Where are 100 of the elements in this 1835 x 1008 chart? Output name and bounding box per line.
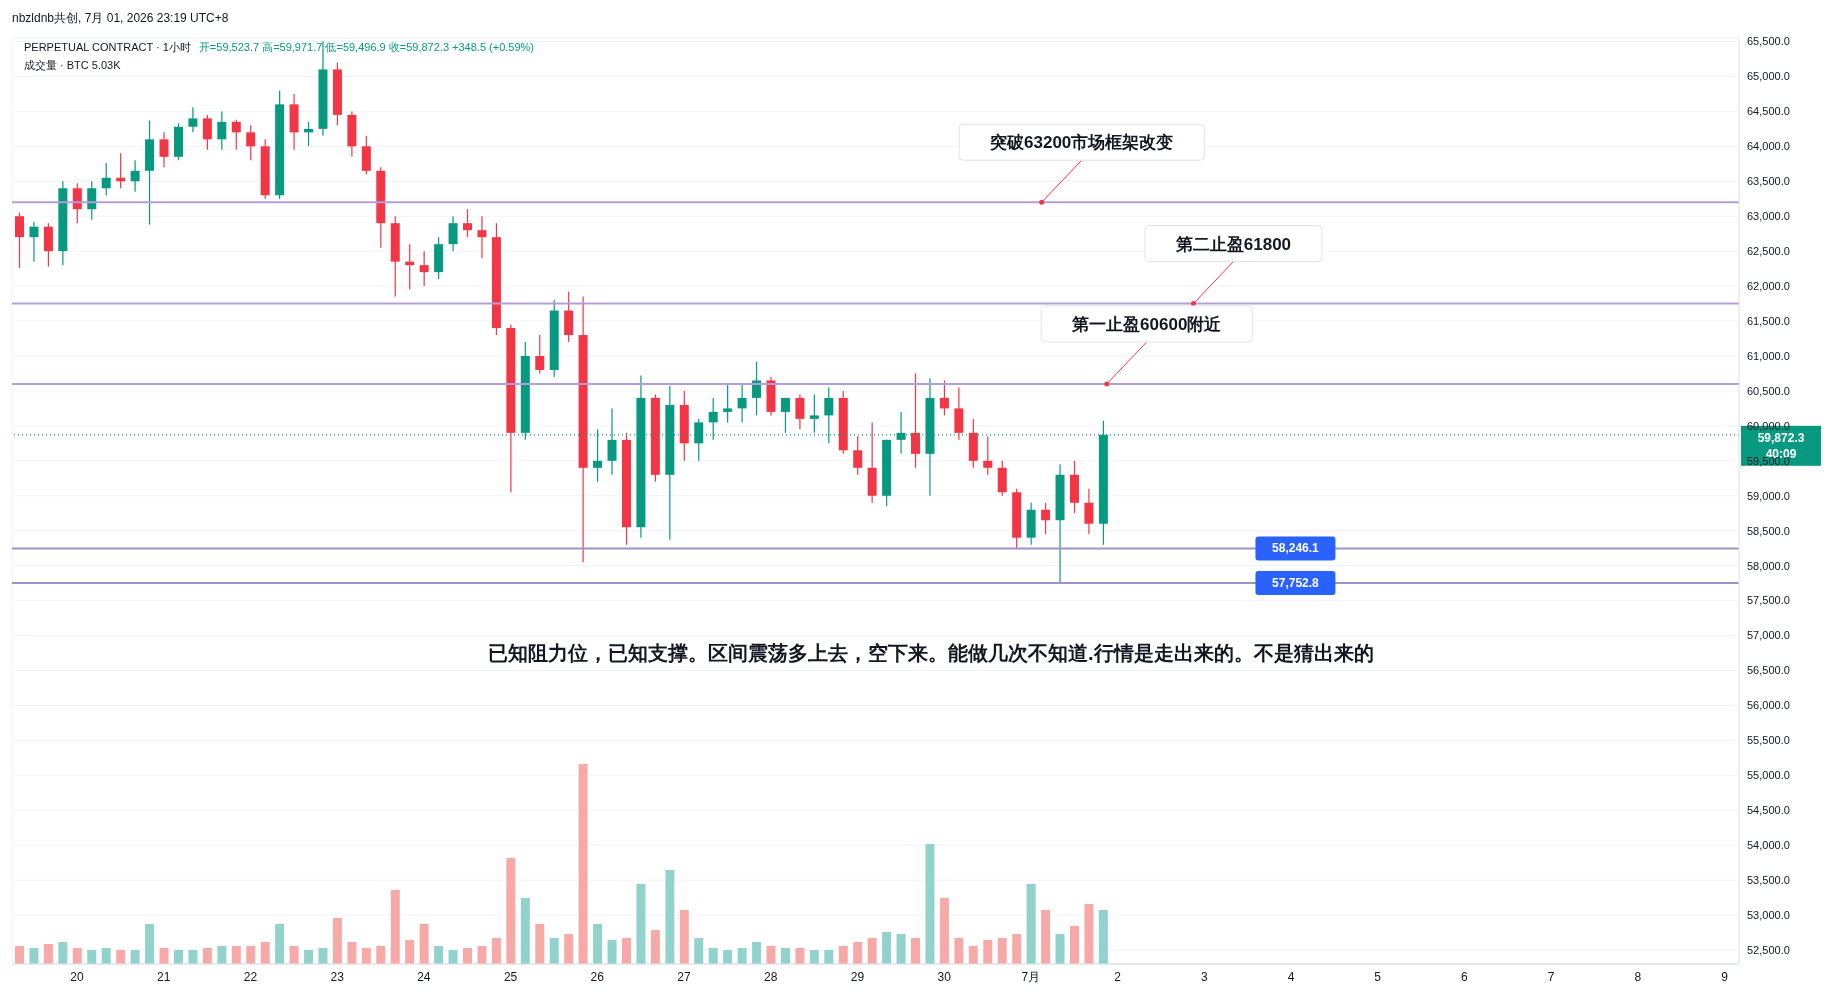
candlestick: [939, 379, 949, 416]
x-tick-label: 8: [1634, 969, 1642, 984]
x-tick-label: 24: [417, 969, 431, 984]
candlestick: [983, 435, 993, 476]
bar: [954, 938, 964, 964]
bar: [405, 940, 415, 964]
y-tick-label: 55,500.0: [1747, 734, 1790, 747]
candlestick: [159, 131, 169, 168]
candlestick: [535, 334, 545, 375]
y-tick-label: 52,500.0: [1747, 943, 1790, 956]
text: nbzldnb共创, 7月 01, 2026 23:19 UTC+8: [12, 10, 229, 27]
candlestick: [29, 221, 39, 263]
annotation: 开=59,523.7 高=59,971.7 低=59,496.9 收=59,872.3 +348.5 (+0.59%): [198, 41, 534, 53]
y-tick-label: 55,000.0: [1747, 769, 1790, 782]
y-tick-label: 53,500.0: [1747, 874, 1790, 887]
bar: [853, 942, 863, 964]
bar: [1026, 884, 1036, 964]
bar: [723, 950, 733, 964]
x-tick-label: 20: [70, 969, 85, 984]
bar: [1041, 910, 1051, 964]
bar: [968, 946, 978, 964]
y-tick-label: 57,500.0: [1747, 594, 1790, 607]
bar: [491, 938, 501, 964]
bar: [708, 948, 718, 964]
x-tick-label: 4: [1287, 969, 1295, 984]
candlestick: [737, 383, 747, 423]
bar: [390, 890, 400, 964]
y-tick-label: 60,000.0: [1747, 419, 1790, 432]
x-tick-label: 21: [157, 969, 171, 984]
candlestick: [752, 360, 762, 416]
bar: [275, 924, 285, 964]
x-tick-label: 22: [243, 969, 258, 984]
bar: [780, 948, 790, 964]
bar: [188, 950, 198, 964]
candlestick: [1041, 502, 1051, 535]
bar: [824, 950, 834, 964]
bar: [636, 884, 646, 964]
annotation: 已知阻力位，已知支撑。区间震荡多上去，空下来。能做几次不知道.行情是走出来的。不是猜出来的: [488, 641, 1374, 666]
bar: [607, 940, 617, 964]
bar: [867, 938, 877, 964]
y-tick-label: 54,500.0: [1747, 804, 1790, 817]
ref-line-label: 58,246.1: [1272, 541, 1320, 556]
bar: [332, 918, 342, 964]
bar: [101, 948, 111, 964]
bar: [145, 924, 155, 964]
chart-title: PERPETUAL CONTRACT · 1小时: [24, 41, 191, 53]
bar: [448, 950, 458, 964]
annotation: 第二止盈61800: [1174, 234, 1292, 254]
bar: [477, 946, 487, 964]
bar: [766, 946, 776, 964]
bar: [159, 948, 169, 964]
x-tick-label: 29: [850, 969, 865, 984]
x-tick-label: 30: [937, 969, 952, 984]
candlestick: [780, 397, 790, 434]
x-tick-label: 2: [1114, 969, 1122, 984]
bar: [347, 942, 357, 964]
x-tick-label: 27: [677, 969, 692, 984]
y-tick-label: 62,000.0: [1747, 280, 1790, 292]
y-tick-label: 65,500.0: [1747, 35, 1790, 48]
y-tick-label: 64,500.0: [1747, 105, 1790, 118]
bar: [997, 938, 1007, 964]
bar: [376, 946, 386, 964]
y-tick-label: 57,000.0: [1747, 629, 1790, 642]
ref-line-label: 57,752.8: [1272, 575, 1320, 590]
candlestick: [87, 180, 97, 221]
bar: [1055, 934, 1065, 964]
bar: [752, 942, 762, 964]
bar: [694, 938, 704, 964]
bar: [506, 858, 516, 964]
bar: [1084, 904, 1094, 964]
bar: [116, 950, 126, 964]
x-tick-label: 23: [330, 969, 345, 984]
bar: [679, 910, 689, 964]
y-tick-label: 63,000.0: [1747, 210, 1790, 223]
bar: [217, 946, 227, 964]
x-tick-label: 7月: [1021, 969, 1041, 984]
bar: [838, 946, 848, 964]
bar: [795, 948, 805, 964]
bar: [130, 950, 140, 964]
bar: [58, 942, 68, 964]
candlestick: [188, 106, 198, 133]
bar: [289, 946, 299, 964]
x-tick-label: 25: [503, 969, 518, 984]
candlestick: [448, 215, 458, 252]
x-tick-label: 3: [1200, 969, 1208, 984]
candlestick: [246, 124, 256, 161]
bar: [304, 950, 314, 964]
bar: [549, 938, 559, 964]
bar: [882, 932, 892, 964]
candlestick: [723, 383, 733, 423]
bar: [564, 934, 574, 964]
bar: [621, 938, 631, 964]
bar: [361, 948, 371, 964]
x-tick-label: 7: [1547, 969, 1555, 984]
x-tick-label: 9: [1721, 969, 1729, 984]
bar: [260, 942, 270, 964]
bar: [1098, 910, 1108, 964]
bar: [593, 924, 603, 964]
annotation: 第一止盈60600附近: [1071, 314, 1223, 334]
y-tick-label: 61,000.0: [1747, 349, 1790, 362]
